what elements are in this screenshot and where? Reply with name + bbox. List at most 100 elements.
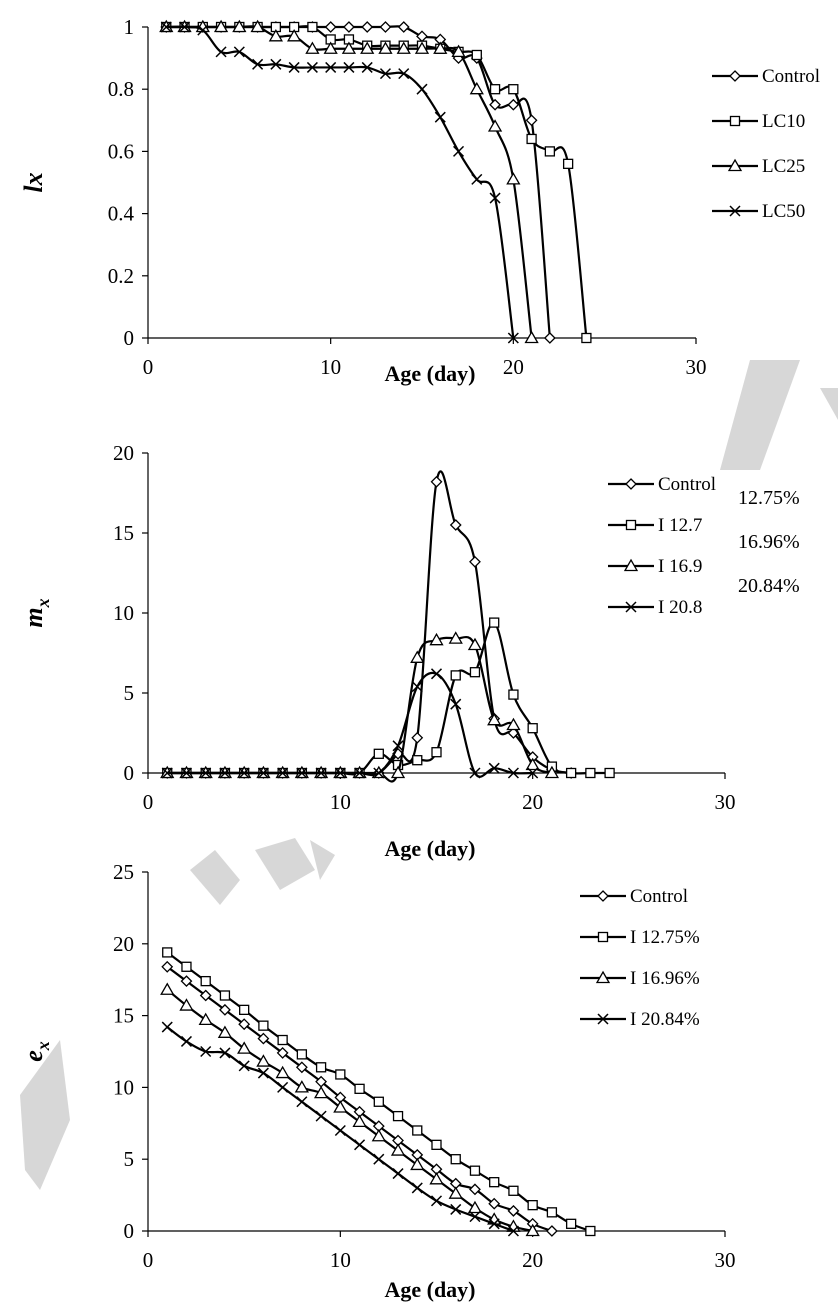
data-point	[469, 1165, 481, 1176]
series-control	[161, 470, 578, 779]
data-point	[448, 1186, 463, 1199]
legend-marker	[729, 205, 741, 217]
data-point	[410, 1157, 425, 1171]
data-point	[467, 1200, 483, 1214]
x-tick-label: 0	[143, 790, 154, 814]
data-point	[508, 84, 519, 95]
series-16-96-	[160, 982, 540, 1237]
x-tick-label: 0	[143, 355, 154, 379]
series-control	[160, 21, 556, 344]
data-point	[315, 767, 327, 779]
data-point	[200, 975, 211, 987]
data-point	[352, 1114, 367, 1128]
data-point	[508, 1185, 519, 1196]
legend-label: LC50	[762, 201, 805, 222]
data-point	[488, 1197, 501, 1210]
data-point	[433, 41, 448, 54]
data-point	[585, 767, 596, 779]
series-line	[167, 621, 610, 776]
data-point	[448, 631, 463, 644]
data-point	[335, 1069, 346, 1080]
data-point	[543, 332, 556, 344]
data-point	[390, 1143, 406, 1156]
y-tick-label: 0	[124, 1219, 135, 1243]
data-point	[197, 24, 209, 36]
data-point	[525, 757, 540, 771]
legend-label: LC25	[762, 156, 805, 177]
data-point	[305, 41, 320, 54]
series-line	[166, 25, 551, 339]
data-point	[238, 767, 250, 779]
data-point	[238, 1018, 251, 1031]
legend-marker	[597, 1013, 609, 1025]
y-tick-label: 15	[113, 1004, 134, 1028]
data-point	[250, 19, 265, 33]
data-point	[489, 98, 501, 111]
data-point	[450, 1203, 462, 1215]
legend-marker	[597, 890, 609, 902]
data-point	[546, 1207, 558, 1218]
data-point	[296, 1049, 308, 1060]
data-point	[275, 1065, 290, 1079]
y-axis-title: mx	[19, 598, 53, 627]
data-point	[294, 1080, 309, 1093]
data-point	[306, 61, 318, 73]
series-line	[166, 25, 533, 339]
data-point	[506, 172, 521, 185]
data-point	[392, 1168, 404, 1180]
legend-marker	[727, 158, 743, 172]
data-point	[430, 1195, 443, 1207]
data-point	[506, 717, 521, 731]
data-point	[276, 1047, 289, 1059]
series-line	[166, 24, 588, 339]
series-line	[166, 25, 515, 339]
legend-marker	[625, 519, 637, 531]
y-tick-label: 10	[113, 601, 134, 625]
data-point	[219, 767, 231, 779]
data-point	[180, 975, 193, 988]
y-axis-title: lx	[19, 172, 48, 192]
data-point	[217, 1025, 233, 1038]
legend-marker	[625, 478, 637, 490]
x-tick-label: 10	[330, 790, 351, 814]
data-point	[489, 1177, 500, 1188]
series-16-96-	[160, 631, 560, 783]
legend-label: Control	[630, 886, 688, 907]
data-point	[565, 1218, 577, 1229]
data-point	[361, 21, 374, 33]
data-point	[508, 689, 519, 700]
data-point	[198, 1012, 213, 1026]
data-point	[354, 1083, 365, 1094]
data-point	[354, 1139, 366, 1151]
series-control	[161, 960, 558, 1237]
y-tick-label: 5	[124, 681, 135, 705]
data-point	[449, 519, 462, 531]
data-point	[252, 58, 264, 70]
legend-label: LC10	[762, 111, 805, 132]
data-point	[585, 1225, 596, 1237]
x-tick-label: 20	[522, 790, 543, 814]
legend-marker	[625, 601, 637, 613]
series-line	[167, 671, 533, 778]
data-point	[581, 332, 592, 344]
data-point	[237, 1041, 252, 1054]
chart-panel-3: 0 5 10 15 20 25 0 10 20 30 Age (day) ex Control I 12.…	[19, 860, 736, 1302]
data-point	[257, 1032, 270, 1045]
legend: Control LC10 LC25 LC50	[712, 66, 820, 222]
data-point	[544, 146, 556, 157]
legend: Control I 12.75% I 16.96% I 20.84%	[580, 886, 700, 1030]
data-point	[453, 145, 465, 157]
data-point	[525, 1223, 540, 1237]
legend-label: Control	[762, 66, 820, 87]
data-point	[256, 1054, 271, 1067]
x-tick-label: 20	[503, 355, 524, 379]
data-point	[378, 41, 393, 54]
legend-overlay-label: 12.75%	[738, 487, 800, 509]
data-point	[416, 83, 428, 95]
data-point	[379, 68, 391, 80]
y-tick-label: 5	[124, 1147, 135, 1171]
data-point	[471, 173, 483, 185]
data-point	[296, 767, 308, 779]
legend-label: I 20.84%	[630, 1009, 700, 1030]
data-point	[288, 61, 300, 73]
